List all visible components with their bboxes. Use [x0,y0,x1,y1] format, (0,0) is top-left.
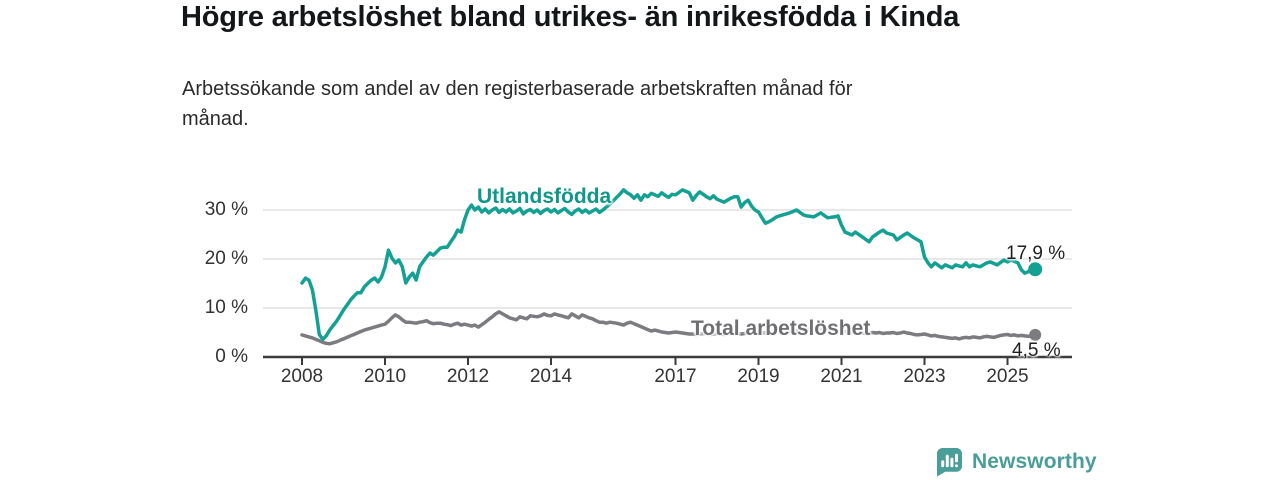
newsworthy-logo-icon [937,448,962,477]
subtitle-line-1: Arbetssökande som andel av den registerb… [182,78,853,100]
series-line-utlandsfodda [300,188,1037,342]
series-label-utlandsfodda: Utlandsfödda [477,185,612,208]
end-value-label-utlandsfodda: 17,9 % [1006,243,1066,264]
series-end-dot-utlandsfodda [1028,262,1043,277]
chart-subtitle: Arbetssökande som andel av den registerb… [182,74,852,134]
x-axis-label-2014: 2014 [529,366,573,387]
x-axis-label-2012: 2012 [446,366,490,387]
x-axis-label-2017: 2017 [654,366,697,387]
x-axis-label-2008: 2008 [280,366,324,387]
series-line-total-arbetsloshet [300,310,1037,346]
x-axis-label-2019: 2019 [737,366,780,387]
y-axis-label-10: 10 % [204,297,248,318]
x-axis-label-2010: 2010 [363,366,407,387]
y-axis-label-20: 20 % [204,248,248,269]
series-label-total-arbetsloshet: Total arbetslöshet [691,317,871,340]
gridlines [263,209,1072,309]
newsworthy-logo: Newsworthy [936,447,1097,477]
newsworthy-logo-text: Newsworthy [972,450,1097,473]
series-end-dot-total-arbetsloshet [1029,328,1042,341]
x-axis-label-2025: 2025 [986,366,1029,387]
x-axis-label-2023: 2023 [903,366,946,387]
x-axis-ticks [301,357,1009,365]
y-axis-label-30: 30 % [204,199,248,220]
page-title: Högre arbetslöshet bland utrikes- än inr… [181,1,960,33]
subtitle-line-2: månad. [182,108,249,130]
end-value-label-total-arbetsloshet: 4,5 % [1012,340,1061,361]
x-axis-label-2021: 2021 [820,366,863,387]
y-axis-label-0: 0 % [215,346,248,367]
